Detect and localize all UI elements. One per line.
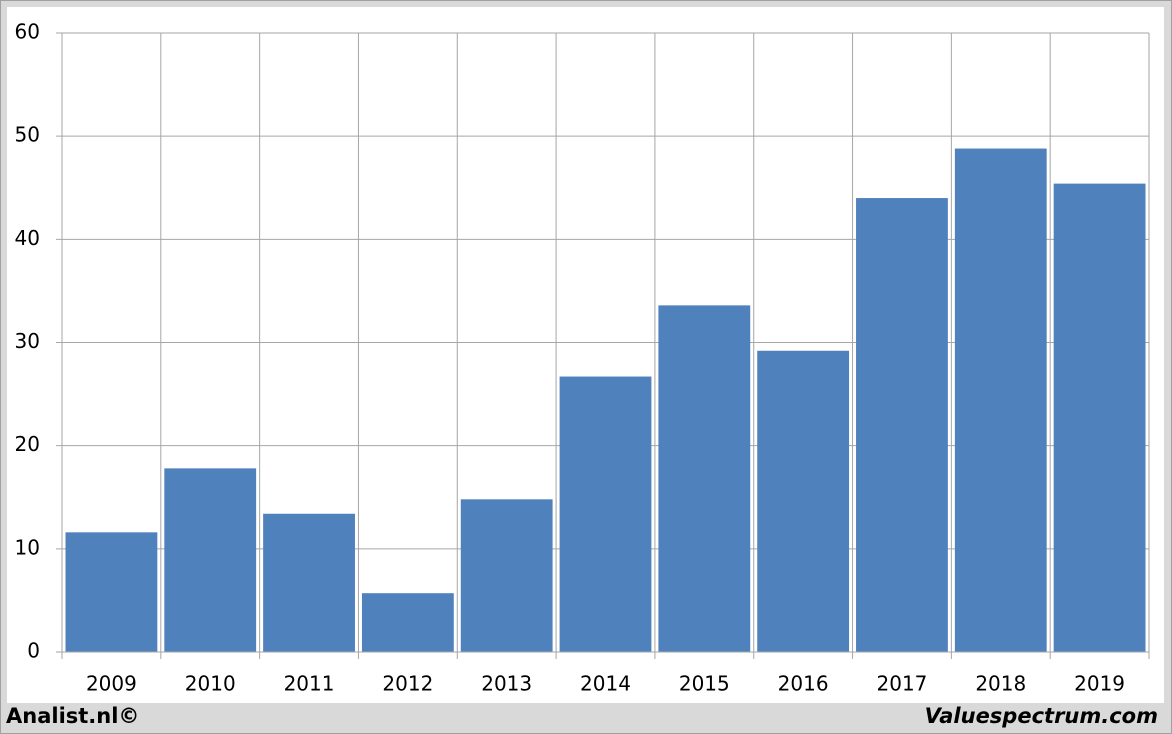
- y-tick-label: 40: [15, 226, 40, 250]
- x-tick-label: 2013: [481, 672, 532, 696]
- bar: [757, 350, 850, 652]
- x-tick-label: 2019: [1074, 672, 1125, 696]
- source-right: Valuespectrum.com: [925, 704, 1158, 728]
- bar: [65, 532, 158, 652]
- x-tick-label: 2009: [86, 672, 137, 696]
- x-tick-label: 2015: [679, 672, 730, 696]
- bar: [856, 198, 948, 653]
- bar: [263, 513, 355, 652]
- bar: [164, 468, 257, 652]
- bar: [361, 593, 454, 652]
- y-tick-label: 10: [15, 535, 40, 559]
- x-tick-label: 2018: [975, 672, 1026, 696]
- y-tick-label: 50: [15, 123, 40, 147]
- x-tick-label: 2016: [778, 672, 829, 696]
- bar: [954, 148, 1047, 652]
- y-tick-label: 0: [27, 639, 40, 663]
- bar: [559, 376, 652, 652]
- y-tick-label: 30: [15, 329, 40, 353]
- bar: [1053, 183, 1146, 652]
- y-tick-label: 20: [15, 432, 40, 456]
- bar: [658, 305, 751, 652]
- bar: [460, 499, 553, 652]
- x-tick-label: 2017: [877, 672, 928, 696]
- source-left: Analist.nl©: [6, 704, 139, 728]
- x-tick-label: 2012: [382, 672, 433, 696]
- x-tick-label: 2011: [284, 672, 335, 696]
- y-tick-label: 60: [15, 20, 40, 44]
- x-tick-label: 2014: [580, 672, 631, 696]
- x-tick-label: 2010: [185, 672, 236, 696]
